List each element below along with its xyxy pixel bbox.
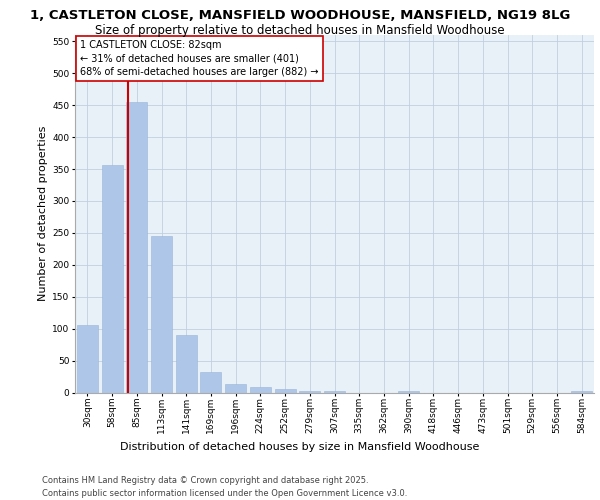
Bar bbox=[398, 390, 419, 392]
Bar bbox=[275, 390, 296, 392]
Bar bbox=[571, 390, 592, 392]
Bar bbox=[250, 387, 271, 392]
Bar bbox=[101, 164, 122, 392]
Text: Distribution of detached houses by size in Mansfield Woodhouse: Distribution of detached houses by size … bbox=[121, 442, 479, 452]
Text: 1, CASTLETON CLOSE, MANSFIELD WOODHOUSE, MANSFIELD, NG19 8LG: 1, CASTLETON CLOSE, MANSFIELD WOODHOUSE,… bbox=[30, 9, 570, 22]
Text: 1 CASTLETON CLOSE: 82sqm
← 31% of detached houses are smaller (401)
68% of semi-: 1 CASTLETON CLOSE: 82sqm ← 31% of detach… bbox=[80, 40, 319, 77]
Bar bbox=[176, 335, 197, 392]
Bar bbox=[126, 102, 147, 393]
Bar bbox=[324, 391, 345, 392]
Bar bbox=[200, 372, 221, 392]
Bar bbox=[151, 236, 172, 392]
Text: Size of property relative to detached houses in Mansfield Woodhouse: Size of property relative to detached ho… bbox=[95, 24, 505, 37]
Bar bbox=[299, 390, 320, 392]
Text: Contains HM Land Registry data © Crown copyright and database right 2025.
Contai: Contains HM Land Registry data © Crown c… bbox=[42, 476, 407, 498]
Bar bbox=[225, 384, 246, 392]
Bar bbox=[77, 326, 98, 392]
Y-axis label: Number of detached properties: Number of detached properties bbox=[38, 126, 48, 302]
